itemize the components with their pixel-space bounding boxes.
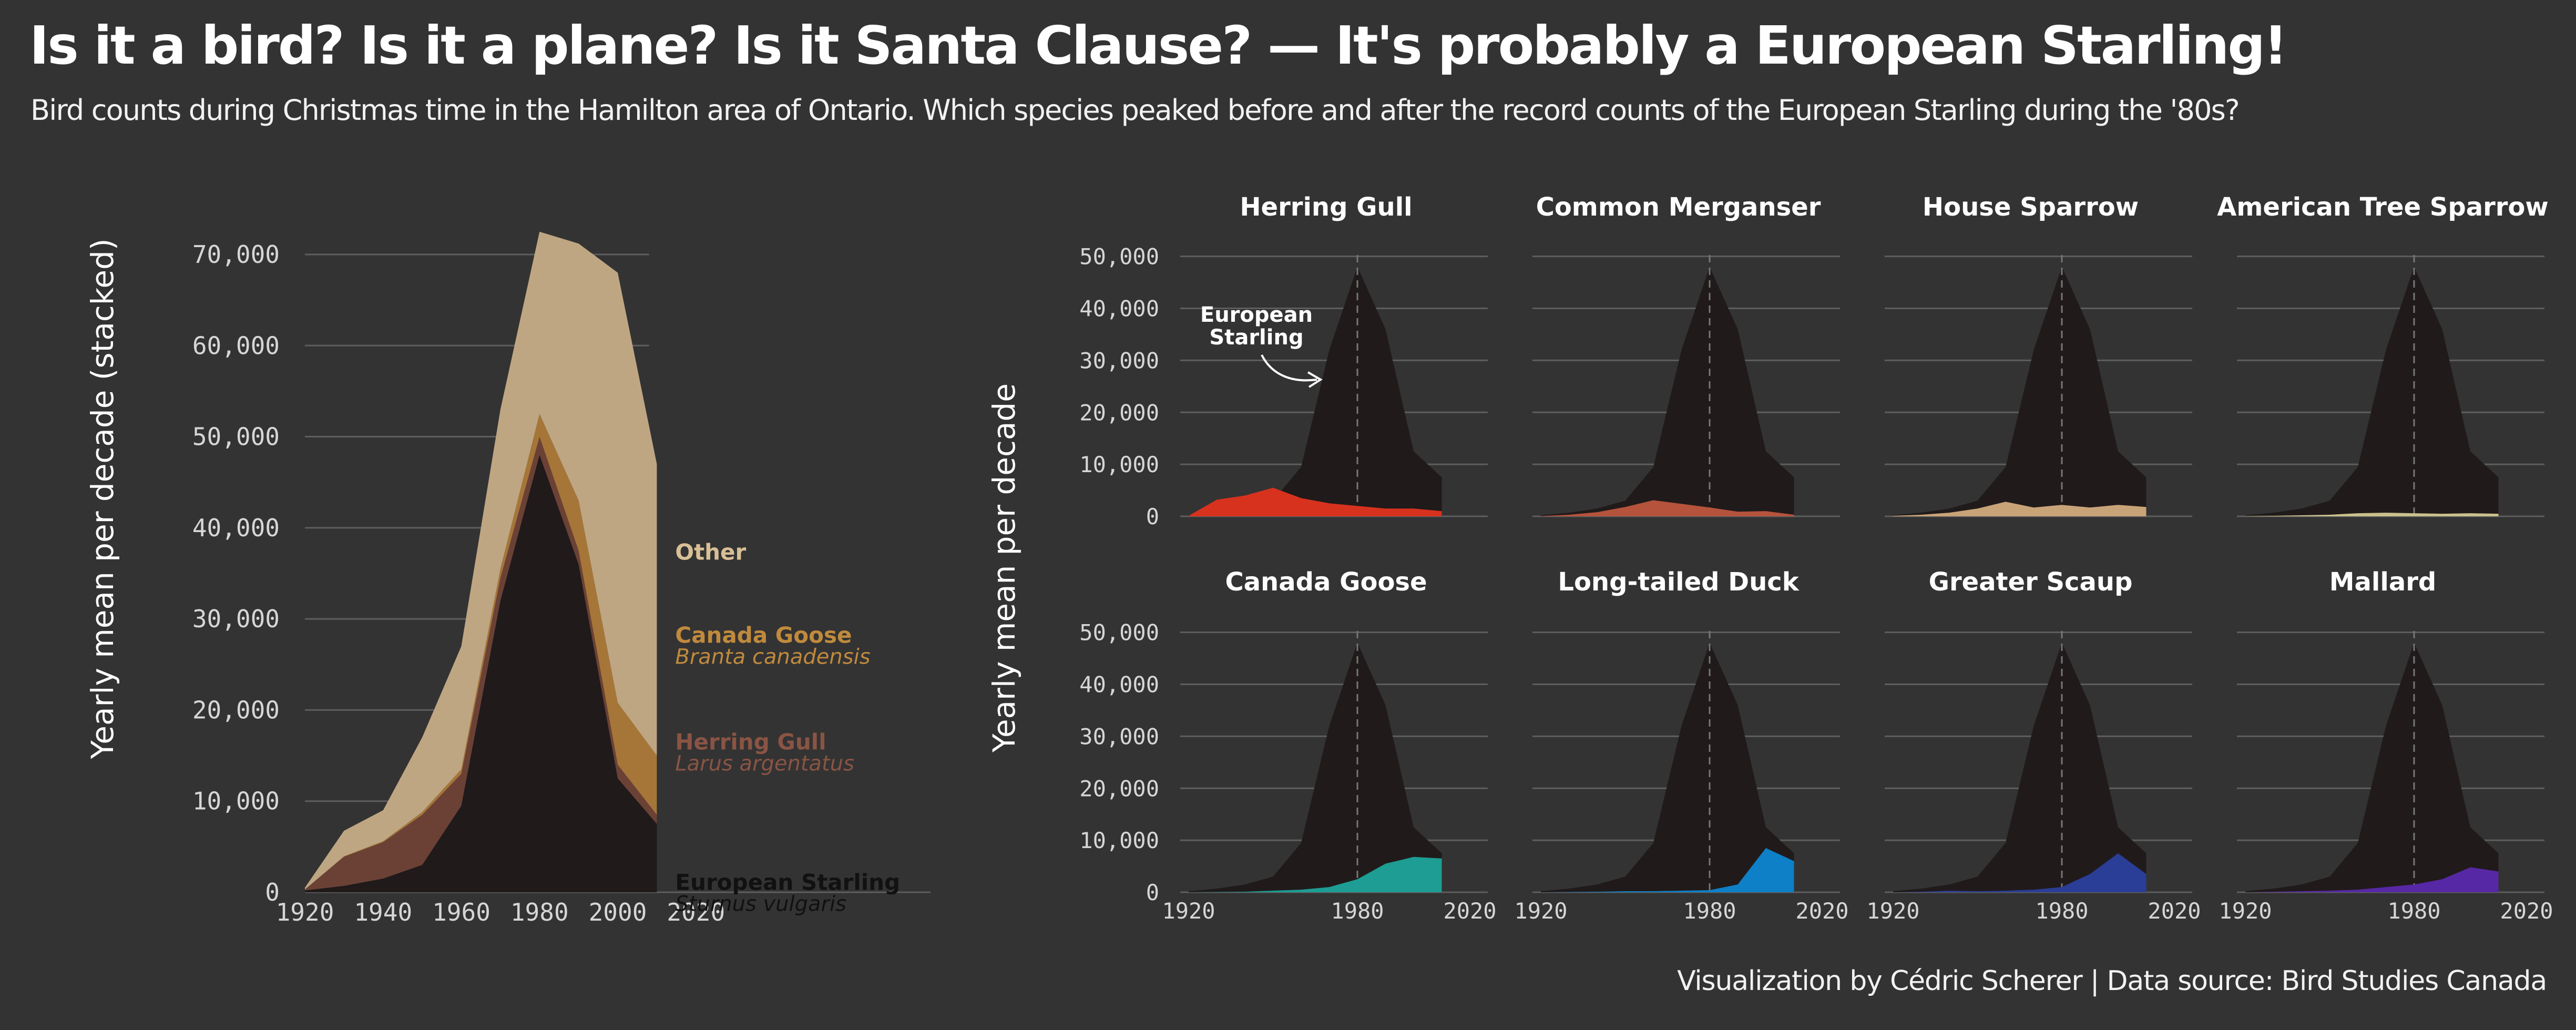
page-title: Is it a bird? Is it a plane? Is it Santa… xyxy=(29,15,2288,76)
y-tick-label: 60,000 xyxy=(192,331,280,360)
area-canada-goose xyxy=(1189,856,1442,892)
panel-american-tree-sparrow: American Tree Sparrow xyxy=(2217,192,2549,517)
panel-title: Canada Goose xyxy=(1225,567,1427,597)
annotation-arrowhead xyxy=(1307,371,1323,388)
legend-label-goose: Canada Goose xyxy=(675,622,852,648)
y-tick-label: 20,000 xyxy=(192,696,280,724)
y-tick-label: 40,000 xyxy=(192,514,280,542)
panel-title: Herring Gull xyxy=(1240,192,1412,222)
area-starling xyxy=(305,455,657,892)
stacked-area-chart: 0 10,000 20,000 30,000 40,000 50,000 60,000 70,… xyxy=(85,231,931,926)
area-greater-scaup xyxy=(1893,853,2146,892)
area-house-sparrow xyxy=(1893,502,2146,516)
x-tick-label: 2000 xyxy=(589,898,647,926)
legend-label-starling: European Starling xyxy=(675,869,900,895)
caption: Visualization by Cédric Scherer | Data s… xyxy=(1677,965,2547,997)
area-mallard xyxy=(2245,867,2499,892)
x-tick-label: 2020 xyxy=(667,898,725,926)
x-tick-label: 1980 xyxy=(510,898,569,926)
area-european-starling xyxy=(2245,643,2499,892)
panel-canada-goose: Canada Goose 0 10,000 20,000 30,000 40,000 50,… xyxy=(1079,567,1496,924)
area-european-starling xyxy=(1189,267,1442,516)
annotation-line2: Starling xyxy=(1209,325,1303,350)
panel-title: Long-tailed Duck xyxy=(1558,567,1799,597)
area-herring-gull xyxy=(1189,487,1442,516)
x-tick-label: 1980 xyxy=(2387,898,2440,924)
y-tick-label: 30,000 xyxy=(1079,723,1159,749)
legend-label-gull: Herring Gull xyxy=(675,729,826,755)
y-tick-label: 20,000 xyxy=(1079,400,1159,425)
panel-title: American Tree Sparrow xyxy=(2217,192,2549,222)
legend-latin-starling: Sturnus vulgaris xyxy=(675,892,846,916)
x-tick-label: 2020 xyxy=(1443,898,1496,924)
legend-latin-goose: Branta canadensis xyxy=(675,645,870,669)
area-other xyxy=(305,231,657,890)
y-tick-label: 40,000 xyxy=(1079,672,1159,698)
area-american-tree-sparrow xyxy=(2245,513,2499,516)
area-european-starling xyxy=(1541,267,1794,516)
x-tick-label: 2020 xyxy=(1795,898,1848,924)
x-tick-label: 1920 xyxy=(2219,898,2272,924)
y-tick-label: 0 xyxy=(1146,880,1159,905)
x-tick-label: 1980 xyxy=(2035,898,2088,924)
area-european-starling xyxy=(1541,643,1794,892)
y-tick-label: 40,000 xyxy=(1079,296,1159,322)
panel-greater-scaup: Greater Scaup 1920 1980 2020 xyxy=(1866,567,2201,924)
panel-long-tailed-duck: Long-tailed Duck 1920 1980 2020 xyxy=(1514,567,1848,924)
panel-herring-gull: Herring Gull 0 10,000 20,000 30,000 40,000 50,… xyxy=(1079,192,1488,529)
area-european-starling xyxy=(1893,267,2146,516)
small-multiples: Yearly mean per decade Herring Gull 0 10,00… xyxy=(986,192,2553,924)
y-tick-label: 20,000 xyxy=(1079,776,1159,801)
x-tick-label: 1920 xyxy=(1162,898,1215,924)
y-axis-label-small-multiples: Yearly mean per decade xyxy=(986,383,1022,753)
x-tick-label: 1920 xyxy=(276,898,334,926)
y-tick-label: 50,000 xyxy=(192,423,280,451)
panel-house-sparrow: House Sparrow xyxy=(1885,192,2192,517)
y-tick-label: 50,000 xyxy=(1079,620,1159,646)
y-tick-label: 10,000 xyxy=(1079,828,1159,853)
y-axis-label: Yearly mean per decade (stacked) xyxy=(85,239,120,760)
area-european-starling xyxy=(1189,643,1442,892)
area-common-merganser xyxy=(1541,500,1794,516)
panel-common-merganser: Common Merganser xyxy=(1532,192,1840,517)
x-tick-label: 1940 xyxy=(354,898,412,926)
y-tick-label: 0 xyxy=(1146,504,1159,529)
legend-label-other: Other xyxy=(675,539,746,565)
page-subtitle: Bird counts during Christmas time in the… xyxy=(30,94,2240,127)
annotation-arrow xyxy=(1261,354,1317,382)
x-tick-label: 1980 xyxy=(1683,898,1736,924)
legend-latin-gull: Larus argentatus xyxy=(675,752,854,776)
annotation-line1: European xyxy=(1200,303,1313,327)
x-tick-label: 1980 xyxy=(1331,898,1384,924)
panel-title: Greater Scaup xyxy=(1929,567,2133,597)
y-tick-label: 0 xyxy=(265,878,280,906)
x-tick-label: 1920 xyxy=(1514,898,1567,924)
y-tick-label: 70,000 xyxy=(192,240,280,269)
y-tick-label: 50,000 xyxy=(1079,244,1159,270)
x-tick-label: 2020 xyxy=(2500,898,2553,924)
y-tick-label: 30,000 xyxy=(192,605,280,633)
panel-title: House Sparrow xyxy=(1923,192,2139,222)
x-tick-label: 1920 xyxy=(1866,898,1919,924)
x-tick-label: 1960 xyxy=(432,898,490,926)
y-tick-label: 10,000 xyxy=(1079,452,1159,477)
y-tick-label: 10,000 xyxy=(192,787,280,815)
y-tick-label: 30,000 xyxy=(1079,348,1159,373)
panel-title: Mallard xyxy=(2329,567,2436,597)
area-long-tailed-duck xyxy=(1541,848,1794,892)
panel-mallard: Mallard 1920 1980 2020 xyxy=(2219,567,2553,924)
panel-title: Common Merganser xyxy=(1536,192,1821,222)
x-tick-label: 2020 xyxy=(2148,898,2201,924)
area-european-starling xyxy=(1893,643,2146,892)
area-european-starling xyxy=(2245,267,2499,516)
